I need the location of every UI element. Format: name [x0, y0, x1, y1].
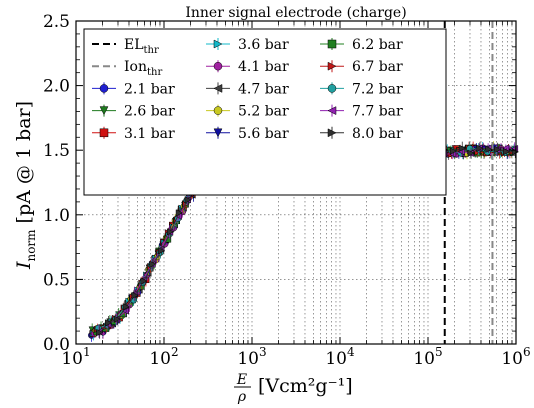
- data-point: [158, 247, 166, 255]
- legend-label: 3.1 bar: [124, 126, 175, 142]
- y-tick-label: 1.0: [43, 206, 70, 226]
- data-point: [166, 228, 175, 236]
- legend-label: 5.6 bar: [238, 126, 289, 142]
- legend-marker: [327, 106, 337, 116]
- y-tick-label: 2.5: [43, 12, 70, 32]
- x-tick-label: 103: [237, 345, 266, 369]
- legend-label: 5.2 bar: [238, 104, 289, 120]
- legend-marker: [213, 39, 223, 49]
- legend-marker: [327, 84, 337, 93]
- legend-label: 2.6 bar: [124, 104, 175, 120]
- legend: ELthr Ionthr 2.1 bar 2.6 bar 3.1 bar 3.6 bar 4…: [83, 28, 447, 196]
- x-label-numerator: E: [236, 372, 247, 388]
- data-point: [449, 147, 458, 155]
- legend-marker: [99, 84, 109, 93]
- chart-title: Inner signal electrode (charge): [185, 5, 406, 21]
- data-point: [476, 144, 484, 152]
- legend-marker: [327, 128, 337, 138]
- legend-label: 3.6 bar: [238, 37, 289, 53]
- y-tick-label: 2.0: [43, 77, 70, 97]
- legend-marker: [327, 39, 337, 49]
- y-axis-label: Inorm [pA @ 1 bar]: [13, 101, 38, 270]
- x-label-denominator: ρ: [237, 389, 247, 405]
- x-tick-label: 106: [501, 345, 530, 369]
- data-point: [458, 144, 467, 152]
- legend-label: 4.7 bar: [238, 81, 289, 97]
- data-point: [494, 145, 502, 154]
- y-tick-label: 1.5: [43, 141, 70, 161]
- legend-label: 8.0 bar: [352, 126, 403, 142]
- legend-marker: [213, 106, 223, 115]
- x-tick-label: 102: [149, 345, 178, 369]
- data-point: [140, 277, 148, 285]
- x-tick-label: 104: [325, 345, 355, 369]
- data-point: [113, 315, 122, 323]
- data-point: [105, 319, 113, 327]
- data-point: [96, 328, 104, 337]
- legend-label: 4.1 bar: [238, 59, 289, 75]
- y-label-sub: norm: [24, 229, 38, 262]
- legend-label: 6.7 bar: [352, 59, 403, 75]
- data-point: [149, 260, 157, 268]
- legend-marker: [327, 61, 337, 71]
- x-tick-label: 101: [61, 345, 90, 369]
- legend-label: Ionthr: [124, 59, 162, 78]
- data-point: [122, 303, 130, 311]
- legend-label: 7.7 bar: [352, 104, 403, 120]
- x-axis-label: E ρ [Vcm²g⁻¹]: [234, 372, 353, 405]
- data-point: [175, 209, 184, 217]
- data-point: [467, 149, 475, 157]
- legend-marker: [213, 128, 223, 138]
- data-point: [184, 196, 192, 204]
- legend-box: [83, 28, 447, 196]
- legend-marker: [213, 61, 223, 71]
- data-point: [503, 148, 511, 156]
- legend-label: 7.2 bar: [352, 81, 403, 97]
- legend-label: 6.2 bar: [352, 37, 403, 53]
- legend-label: ELthr: [124, 37, 159, 56]
- plot-frame: [75, 20, 517, 345]
- y-label-unit: [pA @ 1 bar]: [13, 101, 35, 224]
- y-tick-label: 0.5: [43, 270, 70, 290]
- legend-marker: [99, 128, 109, 138]
- legend-marker: [99, 106, 109, 116]
- axis-ticks: 101 102 103 104 105 106 0.0 0.5 1.0 1.5 2.0 2.5: [43, 12, 531, 369]
- legend-label: 2.1 bar: [124, 81, 175, 97]
- data-point: [121, 307, 129, 315]
- data-point: [131, 291, 139, 299]
- threshold-lines: [443, 21, 494, 344]
- legend-marker: [213, 83, 223, 93]
- x-label-unit: [Vcm²g⁻¹]: [258, 375, 353, 397]
- y-tick-label: 0.0: [43, 335, 70, 355]
- x-tick-label: 105: [413, 345, 442, 369]
- svg-text:Inorm[pA @ 1 bar]: Inorm [pA @ 1 bar]: [13, 101, 38, 270]
- data-point: [485, 145, 493, 153]
- y-label-main: I: [13, 261, 35, 270]
